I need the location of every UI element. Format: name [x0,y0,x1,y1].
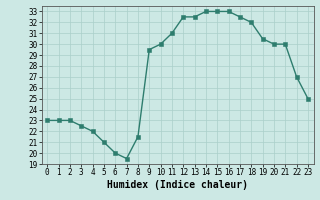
X-axis label: Humidex (Indice chaleur): Humidex (Indice chaleur) [107,180,248,190]
